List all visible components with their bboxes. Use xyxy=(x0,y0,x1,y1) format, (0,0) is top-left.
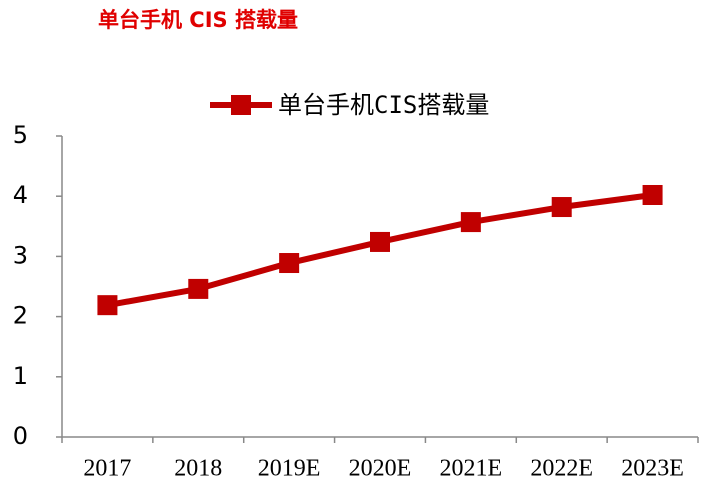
y-tick-label: 1 xyxy=(13,362,28,390)
x-tick-label: 2018 xyxy=(174,456,222,482)
marker xyxy=(188,278,209,299)
y-tick-label: 3 xyxy=(13,241,28,269)
y-tick-label: 5 xyxy=(13,121,28,149)
y-tick-label: 0 xyxy=(13,422,28,450)
x-tick-label: 2020E xyxy=(349,456,412,482)
legend-marker xyxy=(231,95,251,115)
marker xyxy=(370,231,390,252)
y-tick-label: 4 xyxy=(13,181,28,209)
x-tick-label: 2019E xyxy=(258,456,321,482)
marker xyxy=(642,184,663,205)
marker xyxy=(97,295,118,316)
y-tick-label: 2 xyxy=(13,302,28,330)
x-tick-label: 2021E xyxy=(440,456,503,482)
marker xyxy=(551,197,572,218)
x-tick-label: 2017 xyxy=(83,456,131,482)
x-tick-label: 2023E xyxy=(621,456,684,482)
marker xyxy=(460,212,481,233)
x-tick-label: 2022E xyxy=(530,456,593,482)
marker xyxy=(279,253,300,274)
legend-label: 单台手机CIS搭载量 xyxy=(278,91,489,119)
chart-title: 单台手机 CIS 搭载量 xyxy=(98,8,298,32)
